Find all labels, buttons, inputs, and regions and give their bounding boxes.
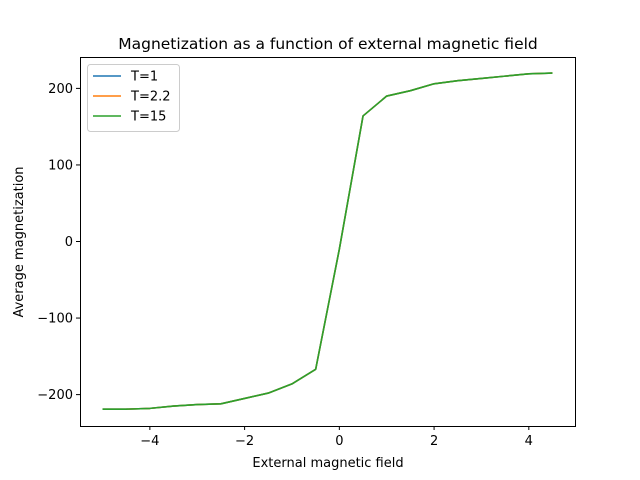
- y-tick-label: −100: [37, 312, 73, 327]
- legend-box: [87, 64, 180, 132]
- legend-label-3: T=15: [130, 110, 166, 125]
- x-tick-label: −2: [235, 434, 254, 449]
- legend: T=1 T=2.2 T=15: [87, 64, 180, 132]
- y-tick-label: 200: [48, 82, 73, 97]
- y-axis: −200 −100 0 100 200: [37, 82, 80, 403]
- plot-area: [102, 72, 553, 410]
- x-axis-label: External magnetic field: [252, 456, 403, 471]
- chart-title: Magnetization as a function of external …: [118, 35, 538, 53]
- x-tick-label: 0: [335, 434, 343, 449]
- plot-frame: [80, 57, 576, 427]
- y-axis-label: Average magnetization: [12, 166, 27, 317]
- y-tick-label: 100: [48, 158, 73, 173]
- x-tick-label: 2: [430, 434, 438, 449]
- legend-label-1: T=1: [130, 70, 158, 85]
- series-line-3: [102, 72, 553, 410]
- y-tick-label: 0: [65, 235, 73, 250]
- x-tick-label: 4: [525, 434, 533, 449]
- x-tick-label: −4: [140, 434, 159, 449]
- y-tick-label: −200: [37, 388, 73, 403]
- x-axis: −4 −2 0 2 4: [140, 426, 533, 449]
- legend-label-2: T=2.2: [130, 90, 171, 105]
